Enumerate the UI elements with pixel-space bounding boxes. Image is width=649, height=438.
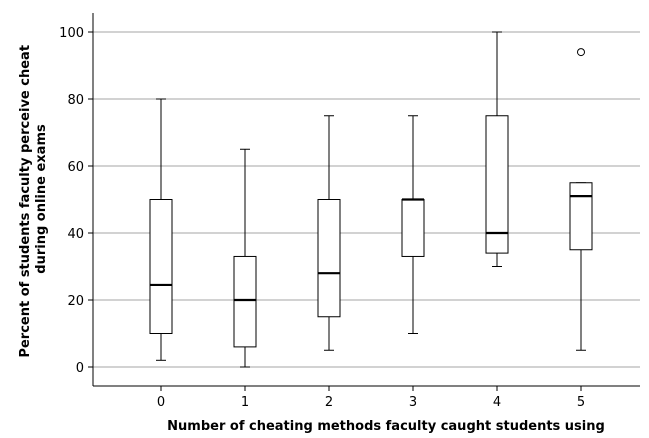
y-tick-label-80: 80	[67, 93, 84, 108]
x-tick-label-2: 2	[325, 395, 333, 410]
box-group-1	[233, 148, 257, 368]
y-tick-label-20: 20	[67, 294, 84, 309]
y-axis-title-line-1: Percent of students faculty perceive che…	[18, 45, 33, 358]
x-tick-label-4: 4	[493, 395, 501, 410]
axes-layer	[92, 13, 640, 387]
iqr-box	[233, 255, 257, 348]
x-tick-label-1: 1	[241, 395, 249, 410]
y-axis-title-line-2: during online exams	[34, 124, 49, 274]
box-group-3	[401, 115, 425, 334]
x-tick-label-0: 0	[157, 395, 165, 410]
grid-layer	[93, 31, 640, 368]
box-layer	[149, 31, 593, 368]
y-tick-label-40: 40	[67, 227, 84, 242]
outlier-point	[577, 48, 585, 57]
iqr-box	[401, 199, 425, 257]
x-tick-label-5: 5	[577, 395, 585, 410]
y-axis-title: Percent of students faculty perceive che…	[18, 40, 49, 357]
y-tick-label-0: 0	[76, 361, 84, 376]
x-tick-label-3: 3	[409, 395, 417, 410]
box-group-5	[569, 48, 593, 351]
y-tick-label-100: 100	[59, 26, 84, 41]
x-axis-title: Number of cheating methods faculty caugh…	[167, 419, 605, 434]
x-tick-layer: 0 1 2 3 4 5	[157, 386, 585, 410]
box-group-2	[317, 115, 341, 351]
iqr-box	[485, 115, 509, 254]
box-group-4	[485, 31, 509, 267]
y-tick-layer: 0 20 40 60 80 100	[59, 26, 93, 376]
iqr-box	[149, 199, 173, 334]
box-group-0	[149, 98, 173, 361]
iqr-box	[569, 182, 593, 251]
y-tick-label-60: 60	[67, 160, 84, 175]
iqr-box	[317, 199, 341, 318]
